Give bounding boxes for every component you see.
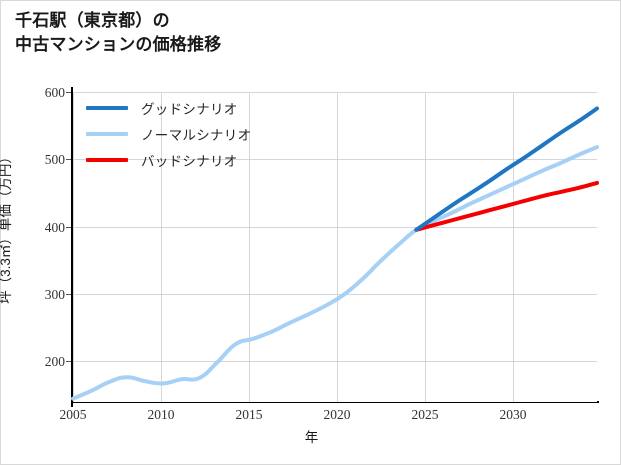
gridline-x-2005 — [73, 92, 74, 402]
plot-area — [71, 92, 599, 402]
legend-swatch-good — [86, 106, 128, 110]
x-tick-2030: 2030 — [499, 407, 527, 422]
y-axis-line — [71, 87, 73, 407]
series-line-good — [414, 106, 599, 232]
gridline-x-2020 — [337, 92, 338, 402]
legend-item-good[interactable]: グッドシナリオ — [86, 95, 301, 121]
legend-swatch-bad — [86, 158, 128, 162]
x-tick-2010: 2010 — [147, 407, 175, 422]
x-tick-2020: 2020 — [323, 407, 351, 422]
gridline-x-2030 — [513, 92, 514, 402]
x-tick-2005: 2005 — [59, 407, 87, 422]
series-line-bad — [414, 180, 599, 232]
gridline-x-2025 — [425, 92, 426, 402]
gridline-x-2010 — [161, 92, 162, 402]
x-axis-title: 年 — [304, 430, 319, 445]
x-tick-2015: 2015 — [235, 407, 263, 422]
gridline-x-2015 — [249, 92, 250, 402]
legend-item-normal[interactable]: ノーマルシナリオ — [86, 121, 301, 147]
x-axis-line — [71, 401, 599, 403]
legend: グッドシナリオ ノーマルシナリオ バッドシナリオ — [86, 95, 301, 173]
series-canvas — [71, 106, 599, 401]
series-line-normal — [71, 145, 599, 401]
legend-item-bad[interactable]: バッドシナリオ — [86, 147, 301, 173]
y-axis-title-host: 坪（3.3㎡）単価（万円） — [0, 92, 39, 402]
legend-label-normal: ノーマルシナリオ — [141, 128, 252, 143]
gridline-y-300 — [73, 294, 597, 295]
gridline-y-400 — [73, 227, 597, 228]
gridline-y-600 — [73, 92, 597, 93]
gridline-y-500 — [73, 159, 597, 160]
legend-label-good: グッドシナリオ — [141, 102, 238, 117]
page-title: 千石駅（東京都）の 中古マンションの価格推移 — [15, 11, 222, 55]
legend-label-bad: バッドシナリオ — [141, 154, 238, 169]
x-tick-2025: 2025 — [411, 407, 439, 422]
y-axis-title: 坪（3.3㎡）単価（万円） — [0, 150, 13, 304]
legend-swatch-normal — [86, 132, 128, 136]
gridline-y-200 — [73, 361, 597, 362]
